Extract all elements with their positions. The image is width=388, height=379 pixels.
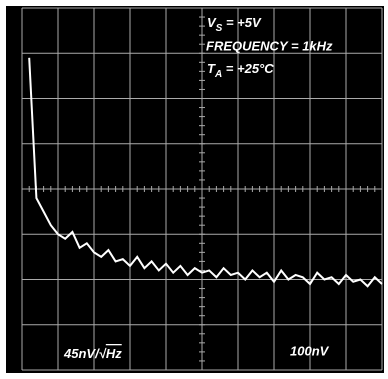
temperature-symbol: T	[207, 61, 216, 76]
scale-text: 45nV/√	[63, 346, 107, 361]
temperature-text: = +25°C	[222, 61, 274, 76]
supply-label: VS = +5V	[207, 15, 262, 33]
scale-overline: Hz	[106, 346, 122, 361]
temperature-subscript: A	[214, 69, 222, 80]
grid	[21, 7, 383, 371]
frequency-label: FREQUENCY = 1kHz	[206, 38, 333, 53]
supply-subscript: S	[216, 23, 223, 34]
noise-trace	[28, 57, 383, 288]
supply-text: = +5V	[222, 15, 262, 30]
vertical-scale-label: 100nV	[290, 343, 330, 358]
supply-symbol: V	[207, 15, 217, 30]
horizontal-scale-label: 45nV/√Hz	[63, 346, 122, 361]
temperature-label: TA = +25°C	[207, 61, 274, 79]
